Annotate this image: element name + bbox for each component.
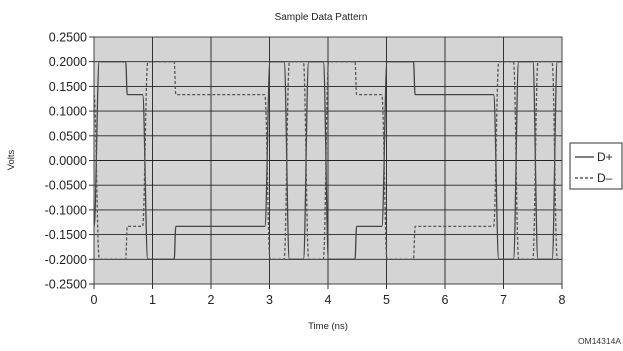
y-tick-label: 0.0500 — [49, 129, 87, 143]
figure-id: OM14314A — [578, 336, 621, 346]
x-tick-label: 0 — [91, 293, 98, 307]
x-tick-label: 4 — [325, 293, 332, 307]
legend: D+ D– — [569, 142, 623, 190]
x-axis-label: Time (ns) — [308, 321, 348, 332]
y-tick-label: 0.2000 — [49, 55, 87, 69]
x-tick-label: 8 — [559, 293, 566, 307]
series-line-d-minus — [93, 61, 562, 260]
x-tick-label: 3 — [266, 293, 273, 307]
y-axis-label: Volts — [6, 149, 17, 170]
x-tick-label: 2 — [208, 293, 215, 307]
legend-label-d-plus: D+ — [597, 150, 613, 164]
x-tick-label: 5 — [383, 293, 390, 307]
legend-label-d-minus: D– — [597, 171, 613, 185]
y-tick-label: -0.1000 — [45, 203, 87, 217]
y-tick-label: -0.0500 — [45, 179, 87, 193]
x-tick-label: 6 — [442, 293, 449, 307]
legend-box — [569, 142, 623, 190]
x-tick-label: 7 — [500, 293, 507, 307]
y-tick-label: -0.2500 — [45, 278, 87, 292]
chart-title: Sample Data Pattern — [275, 12, 368, 23]
y-axis-ticks: 0.2500 0.2000 0.1500 0.1000 0.0500 0.0000 -0.0… — [45, 31, 94, 292]
y-tick-label: -0.2000 — [45, 253, 87, 267]
x-axis-ticks: 0 1 2 3 4 5 6 7 8 — [91, 284, 566, 307]
y-tick-label: 0.1000 — [49, 105, 87, 119]
y-tick-label: -0.1500 — [45, 228, 87, 242]
y-tick-label: 0.0000 — [49, 154, 87, 168]
series-layer — [93, 61, 562, 260]
y-tick-label: 0.1500 — [49, 80, 87, 94]
x-tick-label: 1 — [149, 293, 156, 307]
y-tick-label: 0.2500 — [49, 31, 87, 45]
series-line-d-plus — [93, 61, 562, 260]
